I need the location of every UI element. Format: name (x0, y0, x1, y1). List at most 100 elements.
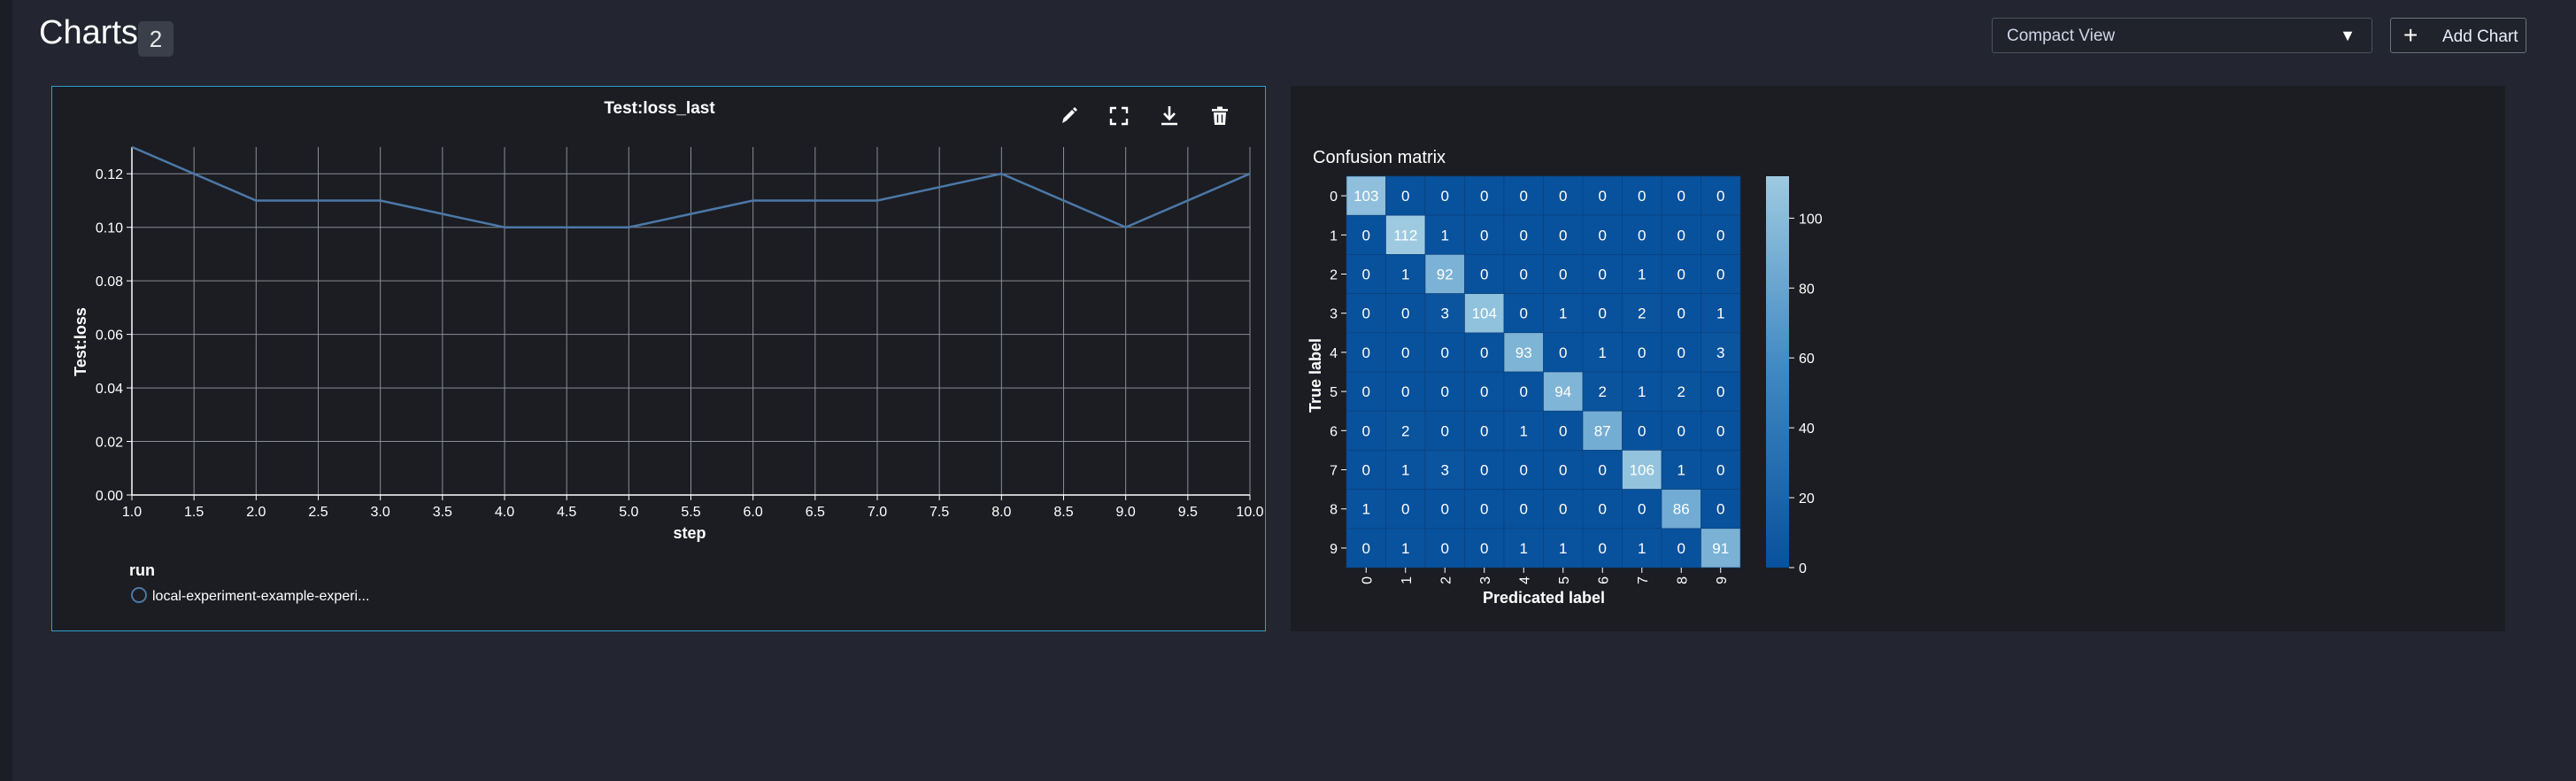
x-tick-label: 7.5 (929, 505, 949, 520)
cell-value: 0 (1362, 344, 1370, 361)
cell-value: 1 (1520, 422, 1528, 439)
matrix-cell (1424, 293, 1465, 334)
add-chart-button[interactable]: + Add Chart (2390, 18, 2526, 53)
x-tick-label: 6.0 (744, 505, 763, 520)
x-tick-label: 2.0 (246, 505, 266, 520)
colorbar-tick-label: 0 (1799, 561, 1807, 576)
matrix-cell (1701, 254, 1741, 294)
cell-value: 0 (1716, 383, 1724, 400)
edit-chart-button[interactable] (1051, 98, 1086, 134)
cell-value: 0 (1677, 422, 1685, 439)
cell-value: 0 (1362, 305, 1370, 322)
cell-value: 0 (1638, 422, 1646, 439)
cell-value: 1 (1638, 383, 1646, 400)
matrix-cell (1582, 371, 1623, 412)
matrix-cell (1661, 214, 1701, 255)
matrix-cell (1582, 332, 1623, 373)
cell-value: 1 (1441, 227, 1449, 244)
y-tick-label: 0.08 (96, 275, 123, 290)
cell-value: 0 (1520, 383, 1528, 400)
download-button[interactable] (1152, 98, 1187, 134)
matrix-cell (1385, 410, 1426, 451)
confusion-matrix-chart: Confusion matrix 103 0 0 0 0 0 0 0 0 00 112 1 0 0 0 0 0 0… (1307, 148, 1823, 607)
y-tick-label: 0.04 (96, 382, 123, 397)
cell-value: 0 (1677, 540, 1685, 557)
cell-value: 0 (1716, 267, 1724, 283)
cell-value: 3 (1441, 305, 1449, 322)
row-label: 5 (1330, 385, 1338, 400)
matrix-cell (1622, 293, 1662, 334)
cell-value: 0 (1520, 267, 1528, 283)
cell-value: 86 (1673, 501, 1690, 518)
cell-value: 0 (1677, 188, 1685, 205)
cell-value: 0 (1401, 383, 1409, 400)
matrix-cell (1464, 332, 1505, 373)
legend-item-label[interactable]: local-experiment-example-experi... (152, 589, 369, 604)
cell-value: 1 (1559, 540, 1567, 557)
matrix-cell (1464, 293, 1505, 334)
trash-icon (1212, 106, 1228, 125)
matrix-cell (1661, 450, 1701, 490)
matrix-cell (1582, 293, 1623, 334)
x-tick-label: 9.5 (1178, 505, 1198, 520)
matrix-cell (1582, 254, 1623, 294)
matrix-cell (1503, 450, 1544, 490)
cell-value: 3 (1441, 462, 1449, 479)
matrix-cell (1543, 214, 1584, 255)
cell-value: 0 (1677, 227, 1685, 244)
col-label: 7 (1636, 576, 1651, 584)
cell-value: 1 (1401, 540, 1409, 557)
x-tick-label: 1.5 (184, 505, 204, 520)
matrix-cell (1701, 528, 1741, 568)
chart-panel-confusion-matrix[interactable]: Confusion matrix 103 0 0 0 0 0 0 0 0 0 0 112 1 0 0 0 0 0 0… (1291, 86, 2505, 631)
chart-count-badge: 2 (138, 21, 174, 57)
colorbar-tick-label: 100 (1799, 212, 1823, 227)
view-select[interactable]: Compact View ▼ (1992, 18, 2372, 53)
cell-value: 94 (1554, 383, 1571, 400)
matrix-cell (1464, 175, 1505, 216)
cell-value: 0 (1441, 383, 1449, 400)
matrix-cell (1701, 410, 1741, 451)
legend-title: run (129, 561, 155, 579)
matrix-cell (1582, 175, 1623, 216)
colorbar-tick-label: 40 (1799, 421, 1815, 437)
fullscreen-button[interactable] (1101, 98, 1137, 134)
cell-value: 0 (1480, 267, 1488, 283)
cell-value: 0 (1362, 267, 1370, 283)
matrix-cell (1346, 450, 1386, 490)
cell-value: 0 (1362, 383, 1370, 400)
matrix-cell (1385, 254, 1426, 294)
matrix-cell (1346, 175, 1386, 216)
cell-value: 87 (1594, 422, 1611, 439)
matrix-cell (1622, 371, 1662, 412)
y-tick-label: 0.12 (96, 167, 123, 182)
cell-value: 1 (1677, 462, 1685, 479)
col-label: 1 (1400, 576, 1415, 584)
x-tick-label: 8.0 (991, 505, 1011, 520)
matrix-cell (1424, 489, 1465, 530)
matrix-cell (1622, 214, 1662, 255)
matrix-cell (1346, 332, 1386, 373)
colorbar-tick-label: 60 (1799, 352, 1815, 367)
chart-panel-loss[interactable]: Test:loss_last 0.00 0.02 0.04 0.06 0.08 0.10 0… (51, 86, 1266, 631)
cell-value: 0 (1716, 227, 1724, 244)
cell-value: 0 (1362, 227, 1370, 244)
cell-value: 1 (1401, 462, 1409, 479)
y-tick-label: 0.02 (96, 436, 123, 451)
cell-value: 0 (1599, 462, 1607, 479)
cell-value: 92 (1437, 267, 1454, 283)
cell-value: 0 (1599, 267, 1607, 283)
cell-value: 1 (1362, 501, 1370, 518)
delete-button[interactable] (1202, 98, 1238, 134)
row-label: 1 (1330, 228, 1338, 244)
matrix-cell (1464, 410, 1505, 451)
matrix-cell (1543, 528, 1584, 568)
view-select-value: Compact View (2007, 27, 2116, 45)
add-chart-label: Add Chart (2442, 27, 2518, 46)
cell-value: 103 (1354, 188, 1378, 205)
cell-value: 106 (1630, 462, 1654, 479)
col-label: 8 (1675, 576, 1690, 584)
matrix-cell (1385, 528, 1426, 568)
plus-icon: + (2403, 21, 2418, 49)
cell-value: 0 (1480, 188, 1488, 205)
